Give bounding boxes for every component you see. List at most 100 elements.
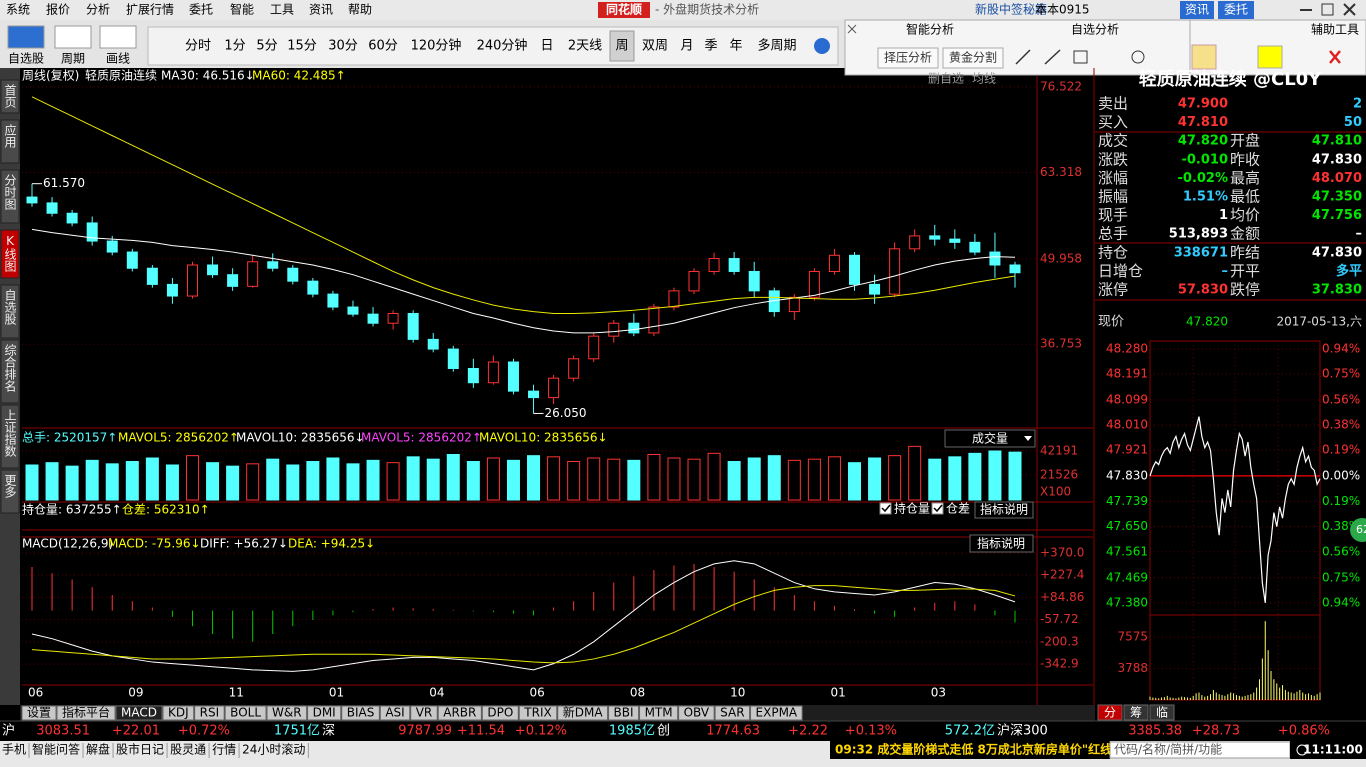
status-item[interactable]: 解盘 [86,742,110,757]
sidebar-tab-label[interactable]: 分时图 [3,174,17,210]
indicator-tab-label[interactable]: TRIX [523,706,551,720]
status-item[interactable]: 股市日记 [116,742,164,757]
period-button[interactable]: 分时 [185,39,211,54]
panel-tab[interactable] [1149,704,1175,721]
panel-tab[interactable]: 智能分析 [906,22,954,37]
trade-button[interactable]: 委托 [1224,3,1248,17]
status-item[interactable]: 手机 [2,743,26,757]
news-button[interactable]: 资讯 [1185,3,1209,17]
indicator-tab[interactable] [115,705,163,721]
period-button[interactable]: 240分钟 [477,38,528,54]
period-button[interactable]: 日 [540,39,553,54]
sidebar-tab-label[interactable]: 自选股 [3,289,17,326]
panel-tab[interactable] [1123,704,1149,721]
period-button[interactable]: 15分 [287,39,317,54]
menu-item[interactable]: 报价 [46,2,70,17]
menu-item[interactable]: 智能 [230,2,254,17]
checkbox[interactable] [931,502,944,515]
checkbox-label[interactable]: 持仓量 [894,501,930,516]
indicator-tab[interactable] [557,705,609,721]
indicator-tab-label[interactable]: W&R [272,706,302,720]
settings-icon[interactable] [814,38,830,54]
indicator-tab[interactable] [194,705,225,721]
sidebar-tab[interactable] [0,469,20,514]
promo-link[interactable]: 新股中签秘籍 [975,2,1047,17]
indicator-tab[interactable] [750,705,803,721]
sidebar-tab[interactable] [0,169,20,224]
sidebar-tab[interactable] [0,404,20,469]
sidebar-tab[interactable] [0,229,20,279]
panel-tab[interactable]: 辅助工具 [1311,23,1359,37]
status-item[interactable]: 股灵通 [170,743,206,757]
indicator-tab-label[interactable]: DMI [313,706,336,720]
indicator-tab-label[interactable]: BIAS [347,706,375,720]
period-button[interactable]: 月 [680,39,693,54]
indicator-tab[interactable] [678,705,715,721]
sidebar-tab[interactable] [0,119,20,164]
indicator-tab-label[interactable]: KDJ [168,706,189,720]
chart-button[interactable]: 删自选 [928,72,964,86]
indicator-tab-label[interactable]: EXPMA [756,706,798,720]
period-button[interactable]: 双周 [642,39,668,54]
sidebar-tab[interactable] [0,339,20,404]
panel-tab-label[interactable]: 筹 [1130,706,1142,720]
news-ticker-text[interactable]: 09:32 成交量阶梯式走低 8万成北京新房单价"红线" [835,742,1118,757]
panel-tab[interactable] [1097,704,1123,721]
indicator-tab-label[interactable]: ASI [385,706,404,720]
indicator-tab[interactable] [56,705,116,721]
status-item[interactable]: 行情 [212,743,236,757]
period-button[interactable]: 60分 [368,39,398,54]
draw-circle-tool[interactable] [1131,50,1145,64]
sidebar-tab[interactable] [0,284,20,339]
indicator-tab[interactable] [437,705,482,721]
period-button[interactable]: 2天线 [568,39,602,54]
tool-label[interactable]: 画线 [106,52,130,66]
help-button[interactable] [969,534,1034,553]
indicator-tab[interactable] [481,705,519,721]
tool-icon[interactable] [99,25,137,49]
period-button[interactable]: 年 [729,39,742,54]
draw-rect-tool[interactable] [1073,50,1088,64]
sidebar-tab-label[interactable]: 上证指数 [3,409,17,458]
indicator-tab-label[interactable]: 设置 [27,706,51,720]
panel-tab-label[interactable]: 分 [1104,706,1116,720]
indicator-tab-label[interactable]: ARBR [443,706,476,720]
pressure-btn[interactable] [877,47,939,69]
news-btn[interactable] [1180,1,1214,19]
period-button[interactable]: 1分 [224,39,245,54]
golden-btn[interactable] [942,47,1004,69]
help-button-label[interactable]: 指标说明 [977,536,1025,551]
indicator-tab-label[interactable]: BOLL [230,706,261,720]
tool-icon[interactable] [54,25,92,49]
trade-btn[interactable] [1218,1,1254,19]
indicator-tab[interactable] [224,705,267,721]
sidebar-tab-label[interactable]: 应用 [3,123,17,149]
news-ticker[interactable] [830,741,1110,759]
chart-button[interactable]: 均线 [972,72,996,86]
panel-button[interactable]: 黄金分割 [949,50,997,65]
indicator-tab-label[interactable]: OBV [684,706,710,720]
indicator-tab-label[interactable]: RSI [200,706,220,720]
menu-item[interactable]: 扩展行情 [126,3,174,17]
menu-item[interactable]: 委托 [189,3,213,17]
indicator-tab[interactable] [714,705,751,721]
indicator-tab[interactable] [341,705,380,721]
panel-tab-label[interactable]: 临 [1156,706,1168,720]
status-item[interactable]: 智能问答 [32,742,80,757]
volume-selector-label[interactable]: 成交量 [972,431,1008,446]
help-button-label[interactable]: 指标说明 [980,502,1028,517]
indicator-tab-label[interactable]: VR [416,706,433,720]
menu-item[interactable]: 系统 [6,3,30,17]
checkbox-label[interactable]: 仓差 [946,502,970,516]
period-button[interactable]: 季 [704,39,717,54]
tool-label[interactable]: 自选股 [8,52,44,66]
tool-icon[interactable] [7,25,45,49]
status-item[interactable]: 24小时滚动 [242,742,305,757]
sidebar-tab-label[interactable]: 综合排名 [3,344,17,392]
indicator-tab-label[interactable]: 新DMA [563,705,604,720]
search-placeholder[interactable]: 代码/名称/简拼/功能 [1114,742,1222,757]
indicator-tab-label[interactable]: SAR [720,706,744,720]
menu-item[interactable]: 工具 [270,3,294,17]
sidebar-tab-label[interactable]: 首页 [3,84,17,109]
tool-label[interactable]: 周期 [61,52,85,66]
